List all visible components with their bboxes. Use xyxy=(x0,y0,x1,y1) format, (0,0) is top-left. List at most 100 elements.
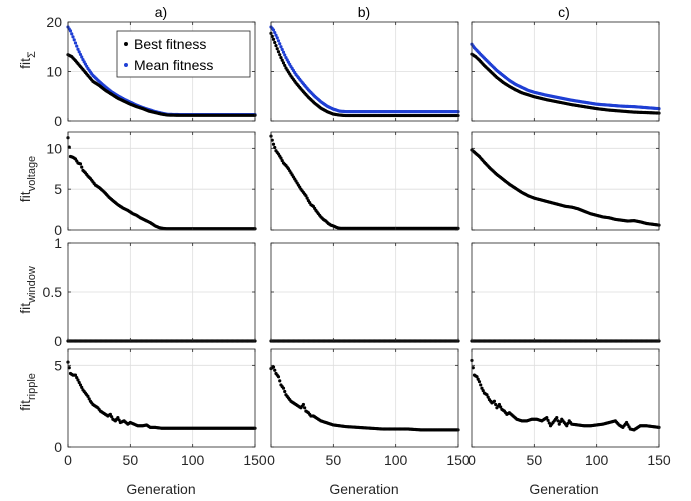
y-axis-label-sigma: fitΣ xyxy=(17,51,38,69)
point-best-c-ripple-19 xyxy=(494,402,498,407)
point-best-b-voltage-1 xyxy=(270,138,274,142)
point-best-a-ripple-34 xyxy=(108,412,112,416)
point-best-b-voltage-8 xyxy=(279,156,283,160)
x-tick-label-a-2: 100 xyxy=(181,452,205,468)
column-title-a: a) xyxy=(155,4,167,20)
point-mean-a-sigma-10 xyxy=(78,52,83,57)
point-best-a-ripple-10 xyxy=(78,383,83,387)
point-best-a-ripple-8 xyxy=(76,378,80,382)
point-best-c-ripple-12 xyxy=(485,393,489,397)
panel-background-a-ripple xyxy=(68,349,255,447)
point-best-b-ripple-11 xyxy=(283,389,287,394)
point-mean-b-sigma-2 xyxy=(271,28,276,32)
series-best-c-sigma xyxy=(470,52,661,115)
legend-label-mean: Mean fitness xyxy=(134,57,213,73)
point-best-b-voltage-29 xyxy=(305,196,309,200)
panel-b-window xyxy=(269,242,460,343)
series-best-a-voltage xyxy=(66,136,257,231)
legend: Best fitness Mean fitness xyxy=(116,30,251,78)
point-best-c-ripple-77 xyxy=(566,421,570,425)
point-mean-b-sigma-8 xyxy=(279,45,283,49)
series-best-c-voltage xyxy=(470,148,661,227)
panel-c-sigma xyxy=(470,21,661,122)
x-tick-label-c-2: 100 xyxy=(585,452,609,468)
x-axis-label-c: Generation xyxy=(529,481,598,497)
series-best-a-sigma xyxy=(66,53,257,117)
y-tick-label-window-0: 0 xyxy=(54,333,62,349)
point-best-c-ripple-76 xyxy=(565,424,569,428)
point-best-a-voltage-1 xyxy=(67,145,71,149)
x-tick-label-a-0: 0 xyxy=(64,452,72,468)
point-best-c-ripple-70 xyxy=(557,422,561,426)
point-best-c-ripple-18 xyxy=(492,399,497,403)
panel-b-sigma xyxy=(269,21,460,122)
point-best-c-ripple-68 xyxy=(555,416,559,420)
panel-b-voltage xyxy=(269,131,460,231)
point-best-b-ripple-6 xyxy=(276,375,281,379)
point-best-b-sigma-6 xyxy=(276,50,281,54)
panel-frame-a-ripple xyxy=(67,348,256,448)
point-best-a-ripple-11 xyxy=(80,385,84,389)
panel-background-c-voltage xyxy=(472,132,659,230)
point-mean-a-sigma-4 xyxy=(71,35,75,39)
point-best-a-ripple-1 xyxy=(67,366,71,370)
point-mean-a-sigma-11 xyxy=(80,55,84,59)
point-best-a-ripple-41 xyxy=(117,418,121,422)
legend-label-best: Best fitness xyxy=(134,36,206,52)
y-tick-label-window-1: 0.5 xyxy=(43,284,63,300)
legend-marker-best xyxy=(124,42,128,46)
point-best-c-ripple-13 xyxy=(486,395,490,399)
point-best-b-sigma-9 xyxy=(280,58,284,62)
point-best-b-sigma-4 xyxy=(274,43,278,48)
series-best-b-voltage xyxy=(269,134,460,230)
point-mean-b-sigma-5 xyxy=(275,36,279,40)
panel-frame-b-voltage xyxy=(270,131,459,231)
x-axis-labels: Generation Generation Generation xyxy=(126,481,598,497)
series-best-c-ripple xyxy=(470,358,661,432)
point-best-c-ripple-6 xyxy=(477,380,482,384)
x-tick-label-a-1: 50 xyxy=(123,452,139,468)
point-best-b-sigma-2 xyxy=(271,37,276,41)
panel-frame-a-voltage xyxy=(67,131,256,231)
point-best-c-ripple-71 xyxy=(558,420,563,424)
point-best-c-ripple-60 xyxy=(545,416,549,420)
point-mean-b-sigma-4 xyxy=(274,33,278,37)
panel-frame-c-ripple xyxy=(471,348,660,448)
point-best-b-ripple-2 xyxy=(271,365,276,369)
panel-frame-c-voltage xyxy=(471,131,660,231)
point-best-a-ripple-17 xyxy=(87,397,91,401)
y-axis-label-voltage: fitvoltage xyxy=(17,156,38,202)
point-best-b-ripple-7 xyxy=(278,379,282,383)
point-best-b-ripple-3 xyxy=(273,368,277,372)
column-titles: a) b) c) xyxy=(155,4,570,20)
point-best-c-ripple-5 xyxy=(476,377,480,381)
point-best-c-ripple-9 xyxy=(481,389,485,393)
point-mean-a-sigma-6 xyxy=(73,41,78,45)
panel-background-b-ripple xyxy=(271,349,458,447)
point-best-c-ripple-22 xyxy=(497,402,502,407)
x-tick-label-b-2: 100 xyxy=(384,452,408,468)
point-best-a-ripple-40 xyxy=(116,416,120,420)
panel-background-a-voltage xyxy=(68,132,255,230)
series-mean-b-sigma xyxy=(269,25,460,114)
panel-c-voltage xyxy=(470,131,661,231)
y-tick-label-sigma-1: 10 xyxy=(46,64,62,80)
point-mean-b-sigma-3 xyxy=(273,30,277,35)
point-best-b-sigma-7 xyxy=(278,53,282,57)
column-title-c: c) xyxy=(558,4,570,20)
column-title-b: b) xyxy=(358,4,370,20)
panel-frame-b-ripple xyxy=(270,348,459,448)
point-best-c-ripple-62 xyxy=(547,421,551,425)
point-best-b-ripple-27 xyxy=(303,406,307,410)
point-mean-a-sigma-2 xyxy=(68,29,73,33)
point-mean-b-sigma-6 xyxy=(276,39,281,43)
y-axis-label-window: fitwindow xyxy=(17,266,38,314)
point-best-c-ripple-8 xyxy=(480,386,484,390)
x-tick-label-c-1: 50 xyxy=(527,452,543,468)
panel-c-window xyxy=(470,242,661,343)
legend-marker-mean xyxy=(124,63,128,67)
point-mean-a-sigma-8 xyxy=(76,47,80,51)
series-best-a-ripple xyxy=(66,360,257,430)
point-best-b-sigma-8 xyxy=(279,56,283,60)
point-best-b-sigma-11 xyxy=(283,63,287,68)
